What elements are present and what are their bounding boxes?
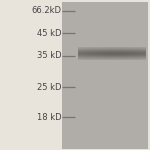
- Text: 45 kD: 45 kD: [37, 28, 61, 38]
- Text: 18 kD: 18 kD: [37, 112, 62, 122]
- Text: 35 kD: 35 kD: [37, 51, 62, 60]
- Text: 66.2kD: 66.2kD: [32, 6, 62, 15]
- Bar: [62, 2, 148, 148]
- Text: 25 kD: 25 kD: [37, 82, 61, 91]
